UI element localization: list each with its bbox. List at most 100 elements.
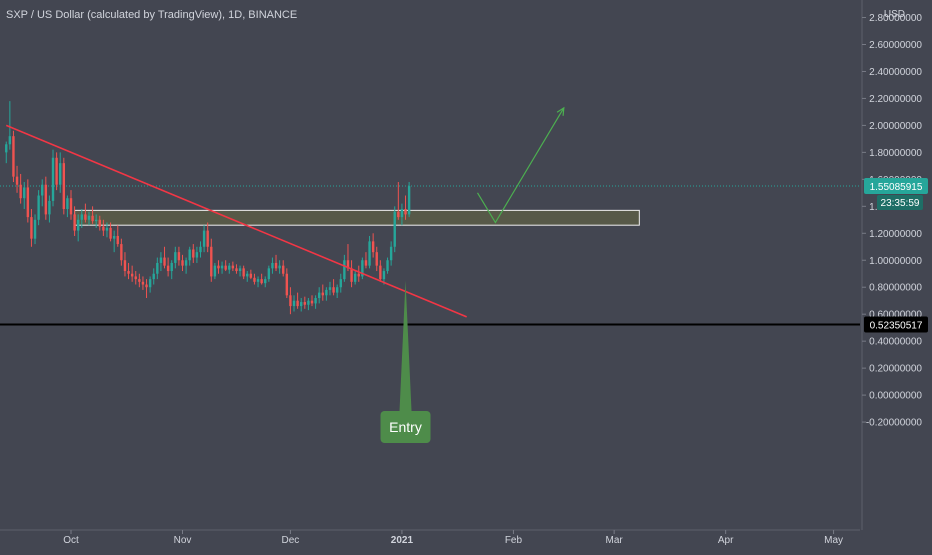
candle[interactable] xyxy=(278,260,281,274)
candle[interactable] xyxy=(389,241,393,266)
candle[interactable] xyxy=(386,257,389,274)
candle[interactable] xyxy=(181,254,184,272)
candle[interactable] xyxy=(91,206,94,224)
candle[interactable] xyxy=(112,230,116,253)
candle[interactable] xyxy=(242,265,245,280)
price-axis[interactable]: USD3.400000003.200000003.000000002.80000… xyxy=(861,0,928,530)
candle[interactable] xyxy=(141,276,145,290)
candle[interactable] xyxy=(69,190,73,220)
candle[interactable] xyxy=(134,271,137,285)
candle[interactable] xyxy=(105,222,109,238)
candle[interactable] xyxy=(292,295,296,312)
candle[interactable] xyxy=(166,257,170,277)
candle[interactable] xyxy=(202,225,206,253)
candle[interactable] xyxy=(321,284,324,301)
candle[interactable] xyxy=(289,287,292,315)
candle[interactable] xyxy=(156,257,159,280)
candle[interactable] xyxy=(264,276,267,288)
support-price-tag[interactable]: 0.52350517 xyxy=(864,316,928,333)
candle[interactable] xyxy=(48,195,51,223)
candle[interactable] xyxy=(282,260,285,277)
candle[interactable] xyxy=(407,182,411,218)
candle[interactable] xyxy=(224,260,227,272)
candle[interactable] xyxy=(375,246,378,272)
candle[interactable] xyxy=(123,252,127,277)
candle[interactable] xyxy=(260,273,263,285)
candle[interactable] xyxy=(256,276,260,288)
candle[interactable] xyxy=(310,295,314,307)
candle[interactable] xyxy=(397,182,400,220)
candle[interactable] xyxy=(357,265,360,282)
candle[interactable] xyxy=(12,130,15,183)
candle[interactable] xyxy=(400,203,404,226)
candle[interactable] xyxy=(152,268,155,285)
candle[interactable] xyxy=(87,211,91,226)
candle[interactable] xyxy=(300,298,303,312)
candle[interactable] xyxy=(235,264,238,274)
candle[interactable] xyxy=(37,190,40,226)
trend-line[interactable] xyxy=(5,124,467,318)
candle[interactable] xyxy=(303,296,307,309)
candle[interactable] xyxy=(19,173,22,204)
candle[interactable] xyxy=(51,149,55,207)
candle[interactable] xyxy=(368,235,371,269)
candle[interactable] xyxy=(102,219,105,236)
candle[interactable] xyxy=(30,209,33,247)
candle[interactable] xyxy=(159,252,163,272)
candle[interactable] xyxy=(361,257,364,280)
candle[interactable] xyxy=(195,246,199,263)
candle[interactable] xyxy=(130,265,134,282)
candle[interactable] xyxy=(317,287,321,304)
candle[interactable] xyxy=(76,214,80,242)
candle[interactable] xyxy=(332,279,335,296)
candle[interactable] xyxy=(192,244,195,263)
candle[interactable] xyxy=(109,222,112,242)
candle[interactable] xyxy=(274,254,278,272)
candle[interactable] xyxy=(33,214,37,245)
candle[interactable] xyxy=(325,287,328,301)
candle[interactable] xyxy=(148,276,152,293)
candle[interactable] xyxy=(145,279,148,299)
candle[interactable] xyxy=(253,273,256,285)
candle[interactable] xyxy=(174,246,177,269)
candle[interactable] xyxy=(249,269,253,280)
candle[interactable] xyxy=(267,265,271,282)
candle[interactable] xyxy=(8,101,12,150)
candle[interactable] xyxy=(353,271,357,285)
candle[interactable] xyxy=(339,273,342,293)
candle[interactable] xyxy=(44,176,48,220)
candle[interactable] xyxy=(184,257,188,274)
candle[interactable] xyxy=(80,209,83,228)
candle[interactable] xyxy=(120,238,123,266)
candle[interactable] xyxy=(116,225,119,247)
candle[interactable] xyxy=(26,179,30,223)
candle[interactable] xyxy=(314,295,317,309)
candle[interactable] xyxy=(213,262,217,280)
candle[interactable] xyxy=(84,203,87,223)
candle[interactable] xyxy=(23,182,26,210)
candle[interactable] xyxy=(231,261,235,272)
candle[interactable] xyxy=(328,281,332,296)
candle[interactable] xyxy=(350,260,353,288)
candle[interactable] xyxy=(163,246,166,269)
candle[interactable] xyxy=(307,298,310,311)
candle[interactable] xyxy=(364,252,368,269)
candle[interactable] xyxy=(59,152,62,193)
candle[interactable] xyxy=(62,157,66,215)
candle[interactable] xyxy=(199,241,202,258)
candle[interactable] xyxy=(55,152,58,191)
candle[interactable] xyxy=(206,222,209,253)
candle[interactable] xyxy=(296,292,299,309)
entry-callout[interactable]: Entry xyxy=(380,280,431,443)
candle[interactable] xyxy=(210,238,213,282)
candle[interactable] xyxy=(188,246,191,266)
candle[interactable] xyxy=(346,244,350,272)
candle[interactable] xyxy=(127,262,130,280)
candle[interactable] xyxy=(66,195,69,218)
candle[interactable] xyxy=(271,257,274,274)
last-price-tag[interactable]: 1.55085915 23:35:59 xyxy=(864,177,928,210)
candle[interactable] xyxy=(217,260,220,274)
candle[interactable] xyxy=(393,206,396,253)
